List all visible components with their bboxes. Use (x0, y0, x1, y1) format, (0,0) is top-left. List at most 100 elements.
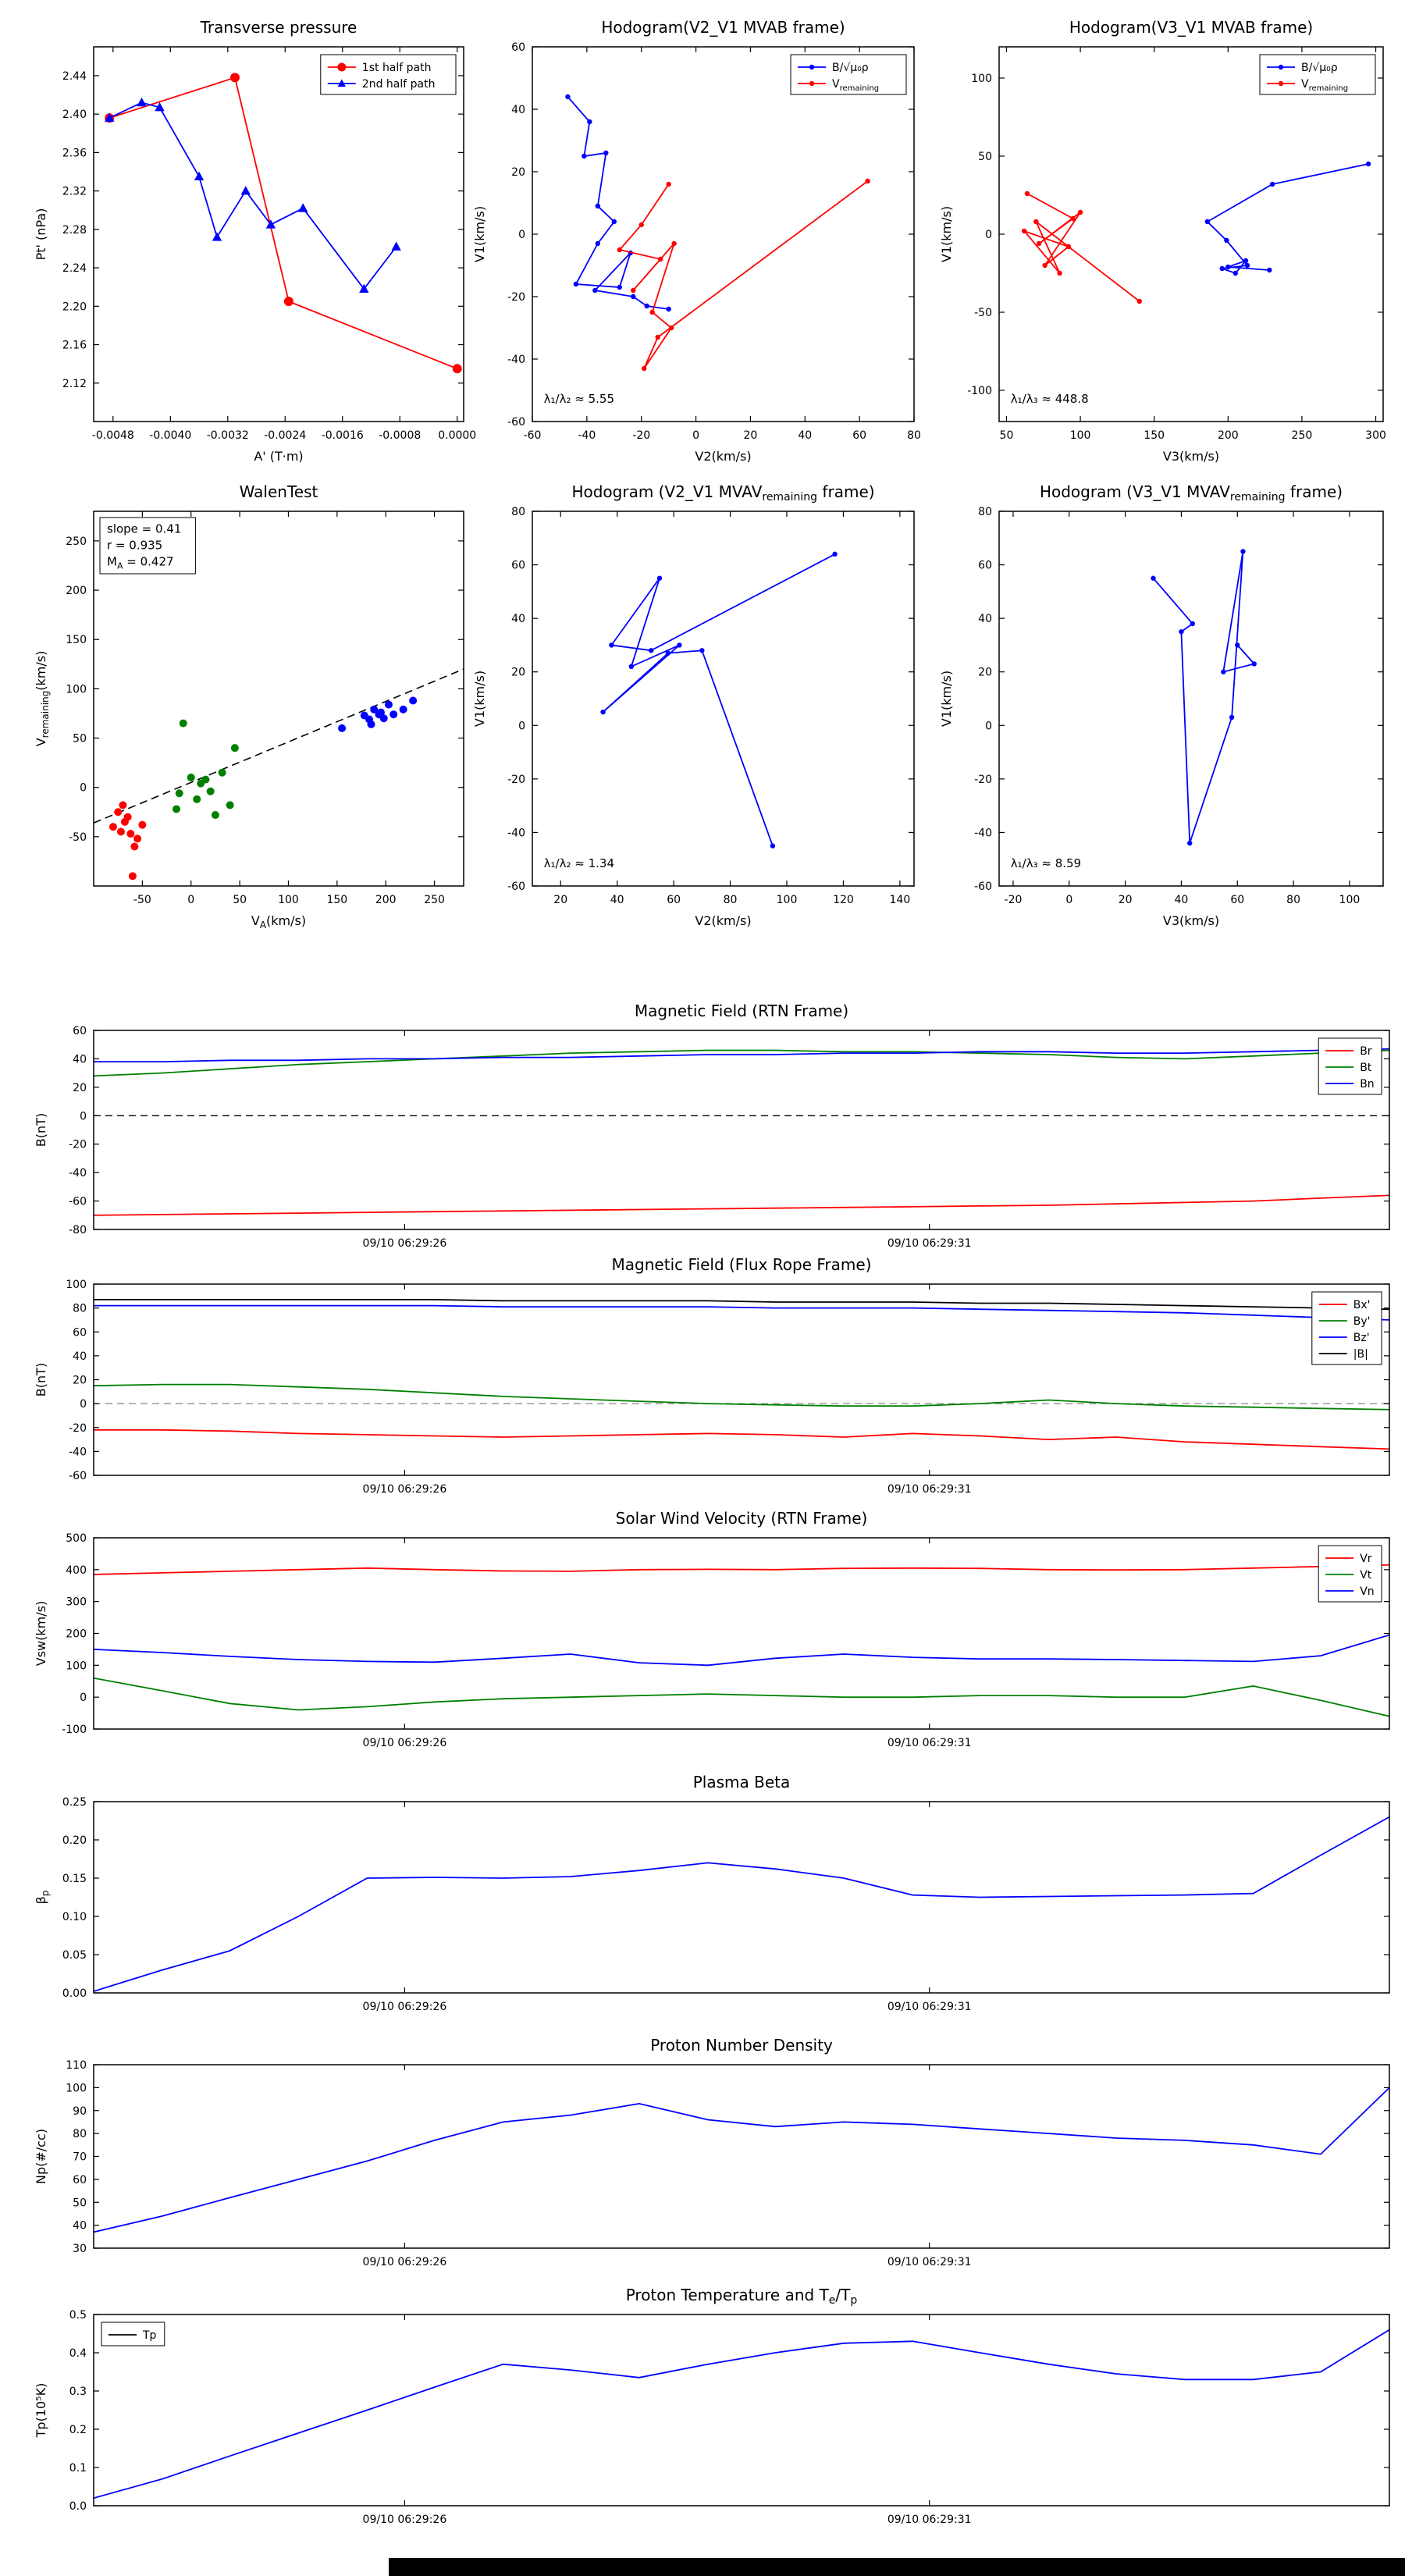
y-tick-label: -20 (507, 774, 525, 786)
chart-title: Hodogram (V2_V1 MVAVremaining frame) (571, 482, 874, 503)
series-b-over-sqrt-mu0-rho (565, 94, 671, 312)
legend-label: Tp (142, 2329, 157, 2342)
y-tick-label: 0.10 (62, 1911, 87, 1923)
y-tick-label: 60 (511, 560, 525, 572)
x-tick-label: 09/10 06:29:31 (887, 1483, 972, 1496)
plot-area (94, 2065, 1389, 2248)
series-tp (93, 2329, 1390, 2500)
x-axis-label: A' (T·m) (254, 449, 303, 464)
legend-label: 2nd half path (362, 78, 436, 91)
x-tick-label: 20 (1119, 894, 1133, 906)
chart-title: WalenTest (240, 482, 318, 501)
annotation: λ₁/λ₃ ≈ 8.59 (1011, 856, 1081, 870)
series-by- (93, 1383, 1390, 1411)
y-tick-label: 0 (80, 1692, 87, 1704)
legend-label: Vremaining (832, 78, 879, 93)
x-axis-label: V2(km/s) (695, 913, 751, 928)
series-bt (93, 1049, 1390, 1077)
y-tick-label: 0.2 (69, 2424, 87, 2436)
y-tick-label: 0.00 (62, 1987, 87, 2000)
chart-title: Proton Number Density (650, 2036, 833, 2055)
y-tick-label: 0.0 (69, 2500, 87, 2513)
y-tick-label: 250 (66, 535, 87, 548)
x-tick-label: -0.0040 (149, 429, 191, 442)
series-beta-p (93, 1816, 1390, 1992)
y-tick-label: 40 (978, 613, 992, 625)
y-axis-label: V1(km/s) (939, 671, 954, 727)
x-axis-label: VA(km/s) (251, 913, 306, 930)
legend-label: Vt (1360, 1569, 1372, 1582)
chart-hodogram-v2-v1-mvav: 20 40 60 80 100 120 140 -60 -40 -20 0 20 40 60 80 Hodog… (472, 482, 915, 928)
y-tick-label: 2.32 (62, 186, 87, 198)
chart-transverse-pressure: -0.0048 -0.0040 -0.0032 -0.0024 -0.0016 -0.00… (34, 18, 476, 464)
legend-label: Vn (1360, 1585, 1374, 1598)
x-tick-label: -40 (578, 429, 596, 442)
y-tick-label: 0 (518, 229, 525, 241)
y-axis-label: V1(km/s) (472, 206, 487, 262)
x-tick-label: 80 (907, 429, 921, 442)
y-tick-label: -60 (507, 881, 525, 893)
y-tick-label: 20 (511, 166, 525, 179)
x-tick-label: 09/10 06:29:26 (363, 1737, 447, 1749)
plot-area (94, 1538, 1389, 1729)
y-tick-label: 2.36 (62, 147, 87, 159)
chart-solar-wind-velocity-rtn: 09/10 06:29:26 09/10 06:29:31 -100 0 100 200 3… (34, 1509, 1390, 1749)
y-tick-label: 2.16 (62, 340, 87, 352)
y-tick-label: 40 (511, 613, 525, 625)
legend: Bx' By' Bz' |B| (1311, 1291, 1382, 1365)
y-tick-label: -50 (69, 831, 87, 844)
y-tick-label: 100 (66, 683, 87, 696)
x-tick-label: 50 (1000, 429, 1014, 442)
legend-label: B/√μ₀ρ (1301, 62, 1338, 74)
x-tick-label: 100 (1339, 894, 1361, 906)
y-tick-label: 20 (978, 667, 992, 679)
y-axis-label: V1(km/s) (939, 206, 954, 262)
y-tick-label: 0.20 (62, 1834, 87, 1847)
y-tick-label: 300 (66, 1596, 87, 1609)
x-tick-label: -50 (133, 894, 151, 906)
plot-area (94, 47, 464, 422)
legend: B/√μ₀ρ Vremaining (1259, 54, 1376, 95)
x-tick-label: 300 (1365, 429, 1386, 442)
x-tick-label: 09/10 06:29:26 (363, 1483, 447, 1496)
x-tick-label: -60 (524, 429, 542, 442)
chart-hodogram-v3-v1-mvav: -20 0 20 40 60 80 100 -60 -40 -20 0 20 40 60 80 Hodogra… (939, 482, 1384, 928)
y-tick-label: 50 (978, 151, 992, 163)
legend: 1st half path 2nd half path (320, 54, 457, 95)
y-tick-label: 40 (73, 1350, 87, 1363)
x-tick-label: 60 (667, 894, 681, 906)
x-tick-label: 150 (326, 894, 347, 906)
legend: Tp (101, 2322, 165, 2347)
y-tick-label: -40 (507, 827, 525, 839)
y-tick-label: 2.12 (62, 378, 87, 390)
series-bz- (94, 1304, 1390, 1321)
series-bn (94, 1048, 1390, 1062)
x-tick-label: 80 (724, 894, 738, 906)
y-axis-label: Np(#/cc) (34, 2129, 48, 2184)
y-tick-label: 0 (985, 229, 992, 241)
stats-line: MA = 0.427 (107, 555, 174, 571)
x-tick-label: 09/10 06:29:26 (363, 1237, 447, 1250)
y-tick-label: 60 (978, 560, 992, 572)
legend-label: Bx' (1353, 1299, 1371, 1311)
chart-walen-test: -50 0 50 100 150 200 250 -50 0 50 100 150 200 250 Wale… (34, 482, 464, 930)
chart-title: Solar Wind Velocity (RTN Frame) (616, 1509, 868, 1528)
axes-frame (93, 511, 464, 887)
y-axis-label: B(nT) (34, 1363, 48, 1397)
plot-area (94, 2314, 1389, 2506)
y-tick-label: 90 (73, 2105, 87, 2118)
plot-area (532, 47, 914, 422)
y-tick-label: 50 (73, 733, 87, 745)
x-tick-label: 200 (1218, 429, 1239, 442)
chart-plasma-beta: 09/10 06:29:26 09/10 06:29:31 0.00 0.05 0.10… (34, 1773, 1390, 2013)
x-tick-label: 0 (187, 894, 194, 906)
y-tick-label: 20 (73, 1082, 87, 1094)
series-vr (93, 1564, 1390, 1575)
x-tick-label: 150 (1144, 429, 1165, 442)
y-tick-label: 60 (511, 41, 525, 54)
y-tick-label: 100 (66, 2082, 87, 2094)
axes-frame (532, 511, 915, 887)
y-tick-label: 0.25 (62, 1796, 87, 1809)
series-bx- (94, 1429, 1390, 1450)
x-tick-label: 0 (1065, 894, 1072, 906)
